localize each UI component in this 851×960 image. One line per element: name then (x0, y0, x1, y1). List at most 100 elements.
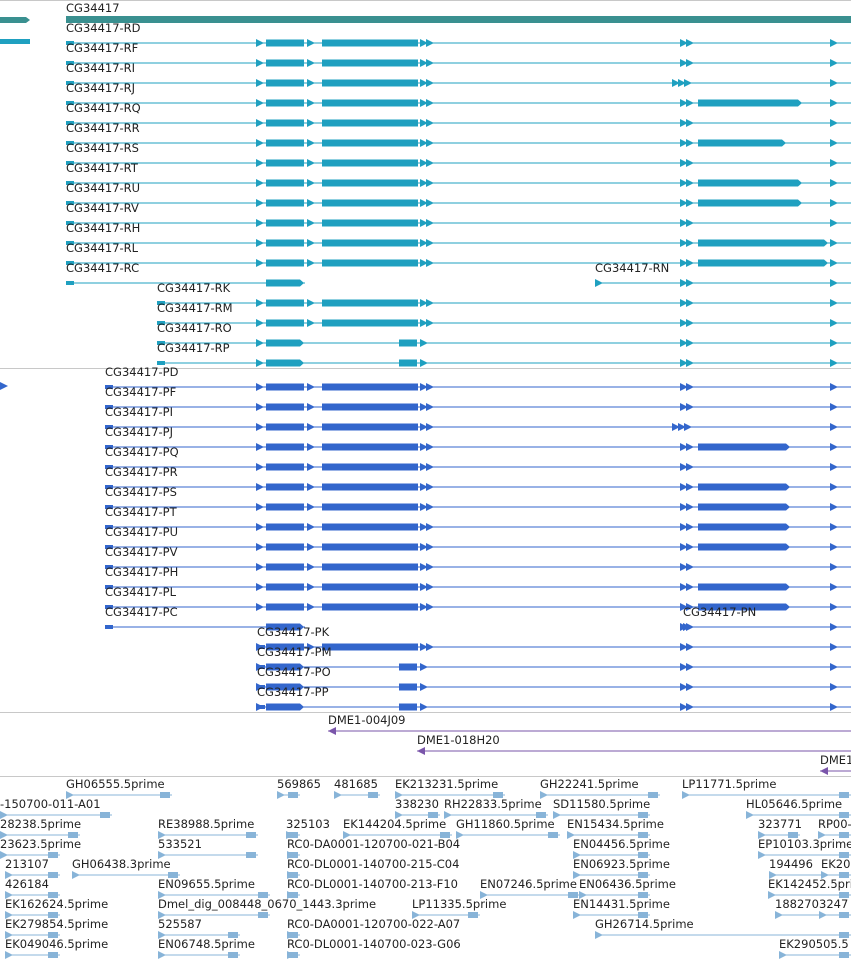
strand-arrow (830, 663, 838, 671)
strand-arrow (680, 583, 688, 591)
exon (66, 201, 74, 205)
est-feature: 426184 (5, 877, 60, 899)
strand-arrow (680, 703, 688, 711)
protein-label: CG34417-PT (105, 505, 178, 519)
strand-arrow (420, 299, 428, 307)
est-feature: EN06923.5prime (573, 857, 670, 879)
exon (66, 141, 74, 145)
strand-arrow (746, 811, 754, 819)
exon (322, 483, 418, 491)
exon (322, 463, 418, 471)
strand-arrow (830, 359, 838, 367)
exon-end (698, 179, 802, 187)
est-label: 533521 (158, 837, 202, 851)
est-exon (48, 932, 58, 938)
strand-arrow (5, 931, 13, 939)
strand-arrow (307, 543, 315, 551)
strand-arrow (686, 463, 694, 471)
strand-arrow (307, 443, 315, 451)
est-exon (638, 892, 648, 898)
est-exon (288, 792, 298, 798)
est-label: 325103 (286, 817, 330, 831)
strand-arrow (680, 643, 688, 651)
strand-arrow (680, 219, 688, 227)
est-label: 338230 (395, 797, 439, 811)
est-label: RC0-DL0001-140700-213-F10 (287, 877, 458, 891)
strand-arrow (820, 767, 828, 775)
est-feature: -150700-011-A01 (0, 797, 112, 819)
strand-arrow (686, 703, 694, 711)
exon (322, 179, 418, 187)
strand-arrow (420, 703, 428, 711)
strand-arrow (256, 423, 264, 431)
strand-arrow (426, 643, 434, 651)
strand-arrow (830, 463, 838, 471)
exon-end (698, 603, 790, 611)
strand-arrow (334, 791, 342, 799)
est-feature: GH06555.5prime (66, 777, 172, 799)
est-exon (368, 792, 378, 798)
strand-arrow (426, 239, 434, 247)
strand-arrow (682, 791, 690, 799)
transcript-row: CG34417-RP (157, 341, 851, 367)
est-exon (440, 832, 450, 838)
offscreen-exon (0, 39, 30, 44)
exon (266, 159, 304, 167)
est-exon (568, 892, 578, 898)
strand-arrow (686, 359, 694, 367)
est-exon (288, 932, 298, 938)
transcript-label: CG34417-RT (66, 161, 139, 175)
strand-arrow (256, 319, 264, 327)
est-label: LP11771.5prime (682, 777, 776, 791)
strand-arrow (830, 503, 838, 511)
est-label: GH06438.3prime (72, 857, 171, 871)
strand-arrow (256, 403, 264, 411)
clone-feature: DME1 (820, 753, 851, 775)
strand-arrow (775, 911, 783, 919)
strand-arrow (256, 259, 264, 267)
strand-arrow (830, 683, 838, 691)
exon-end (698, 483, 790, 491)
strand-arrow (5, 911, 13, 919)
strand-arrow (830, 583, 838, 591)
exon (322, 79, 418, 87)
transcript-label: CG34417-RO (157, 321, 232, 335)
est-exon (48, 892, 58, 898)
strand-arrow (680, 483, 688, 491)
strand-arrow (5, 871, 13, 879)
strand-arrow (830, 139, 838, 147)
est-track: GH06555.5prime 569865 481685 EK213231.5prim… (0, 777, 851, 959)
strand-arrow (307, 483, 315, 491)
strand-arrow (420, 319, 428, 327)
est-feature: RC0-DL0001-140700-215-C04 (287, 857, 459, 879)
strand-arrow (830, 403, 838, 411)
est-exon (228, 952, 238, 958)
strand-arrow (256, 299, 264, 307)
strand-arrow (420, 139, 428, 147)
strand-arrow (573, 871, 581, 879)
est-exon (228, 932, 238, 938)
strand-arrow (343, 831, 351, 839)
est-feature: EK049046.5prime (5, 937, 108, 959)
protein-row: CG34417-PU (105, 525, 851, 551)
strand-arrow (307, 239, 315, 247)
strand-arrow (680, 199, 688, 207)
exon (322, 239, 418, 247)
est-feature: RP00- (818, 817, 851, 839)
est-exon (468, 912, 478, 918)
transcript-label: CG34417-RU (66, 181, 140, 195)
strand-arrow (307, 299, 315, 307)
est-exon (68, 832, 78, 838)
strand-arrow (307, 523, 315, 531)
est-label: EK213231.5prime (395, 777, 498, 791)
est-feature: RC0-DA0001-120700-022-A07 (287, 917, 460, 939)
est-label: RC0-DL0001-140700-023-G06 (287, 937, 461, 951)
exon (322, 503, 418, 511)
est-label: EP10103.3prime (758, 837, 851, 851)
strand-arrow (256, 643, 264, 651)
strand-arrow (426, 119, 434, 127)
exon-end (266, 279, 304, 287)
strand-arrow (420, 79, 428, 87)
exon-end (266, 683, 304, 691)
exon (266, 543, 304, 551)
